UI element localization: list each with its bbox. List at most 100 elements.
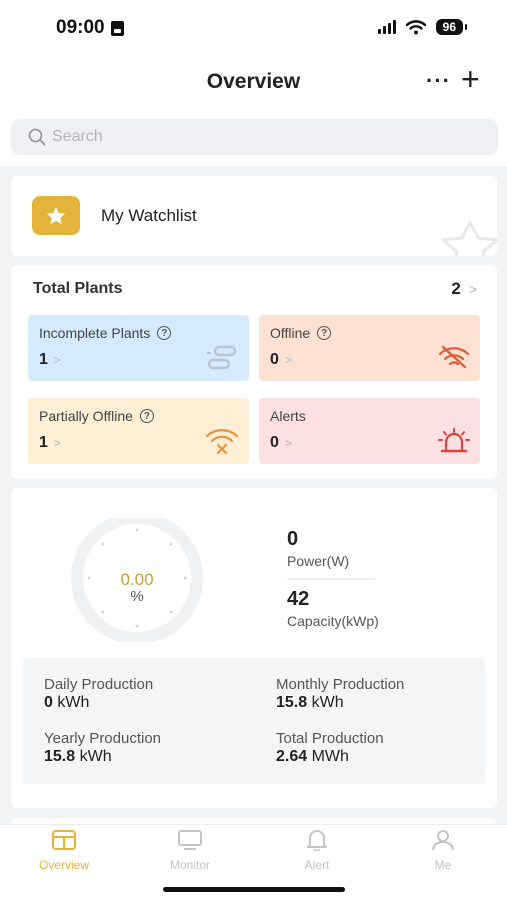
wifi-icon <box>405 19 426 34</box>
page-title: Overview <box>206 70 301 93</box>
yearly-production: Yearly Production 15.8 kWh <box>44 730 161 766</box>
status-indicators: 96 <box>377 19 468 35</box>
tile-value-wrap: 1 > <box>39 351 61 369</box>
chevron-right-icon: > <box>53 436 61 450</box>
yearly-production-unit: kWh <box>79 748 112 765</box>
alerts-value: 0 <box>270 434 279 451</box>
status-time: 09:00 <box>56 17 124 39</box>
sim-card-icon <box>110 20 124 36</box>
unlinked-chain-icon <box>207 345 237 370</box>
total-production: Total Production 2.64 MWh <box>276 730 384 766</box>
offline-label: Offline <box>270 325 311 341</box>
incomplete-plants-label: Incomplete Plants <box>39 325 151 341</box>
offline-tile[interactable]: Offline ? 0 > <box>259 315 480 381</box>
production-card: 0.00 % 0 Power(W) 42 Capacity(kWp) Daily… <box>11 488 497 808</box>
total-plants-card: Total Plants 2 > Incomplete Plants ? 1 >… <box>11 265 497 479</box>
incomplete-plants-value: 1 <box>39 351 48 368</box>
tab-overview[interactable]: Overview <box>24 829 104 872</box>
efficiency-gauge: 0.00 % <box>61 512 213 644</box>
yearly-production-value-wrap: 15.8 kWh <box>44 748 161 766</box>
monthly-production-value-wrap: 15.8 kWh <box>276 694 404 712</box>
incomplete-plants-tile[interactable]: Incomplete Plants ? 1 > <box>28 315 249 381</box>
total-production-value: 2.64 <box>276 748 308 765</box>
power-label: Power(W) <box>287 553 350 569</box>
chevron-right-icon: > <box>53 353 61 367</box>
alerts-label: Alerts <box>270 408 306 424</box>
metric-divider <box>287 578 375 580</box>
watchlist-badge <box>32 196 80 235</box>
capacity-metric: 42 Capacity(kWp) <box>287 588 379 629</box>
wifi-warning-icon <box>205 429 239 454</box>
tab-me[interactable]: Me <box>403 829 483 872</box>
search-icon <box>28 128 46 146</box>
watchlist-card[interactable]: My Watchlist <box>11 176 497 256</box>
monthly-production-label: Monthly Production <box>276 676 405 693</box>
partially-offline-label: Partially Offline <box>39 408 133 424</box>
power-metric: 0 Power(W) <box>287 528 349 569</box>
chevron-right-icon: > <box>468 281 477 297</box>
tab-alert-label: Alert <box>304 858 330 872</box>
battery-icon: 96 <box>435 19 468 35</box>
tile-value-wrap: 1 > <box>39 434 61 452</box>
monthly-production-unit: kWh <box>311 694 344 711</box>
help-icon[interactable]: ? <box>157 326 172 340</box>
partially-offline-tile[interactable]: Partially Offline ? 1 > <box>28 398 249 464</box>
daily-production-value-wrap: 0 kWh <box>44 694 153 712</box>
tile-value-wrap: 0 > <box>270 351 292 369</box>
chevron-right-icon: > <box>284 436 292 450</box>
tab-me-label: Me <box>434 858 452 872</box>
total-plants-value: 2 <box>451 279 461 298</box>
status-bar: 09:00 96 <box>0 0 507 58</box>
alerts-tile[interactable]: Alerts 0 > <box>259 398 480 464</box>
daily-production: Daily Production 0 kWh <box>44 676 153 712</box>
gauge-value: 0.00 <box>120 570 154 589</box>
tile-label-wrap: Incomplete Plants ? <box>39 325 172 341</box>
gauge-unit: % <box>130 588 144 605</box>
total-plants-title: Total Plants <box>33 280 123 297</box>
tab-overview-label: Overview <box>38 858 89 872</box>
watchlist-label: My Watchlist <box>101 206 197 225</box>
help-icon[interactable]: ? <box>139 409 154 423</box>
capacity-label: Capacity(kWp) <box>287 613 379 629</box>
total-production-unit: MWh <box>311 748 349 765</box>
capacity-value: 42 <box>287 588 310 610</box>
tab-monitor[interactable]: Monitor <box>150 829 230 872</box>
total-production-value-wrap: 2.64 MWh <box>276 748 384 766</box>
monitor-icon <box>178 830 202 850</box>
cellular-signal-icon <box>377 20 396 34</box>
tile-value-wrap: 0 > <box>270 434 292 452</box>
bell-icon <box>307 830 327 852</box>
partially-offline-value: 1 <box>39 434 48 451</box>
monthly-production-value: 15.8 <box>276 694 308 711</box>
chevron-right-icon: > <box>284 353 292 367</box>
search-bar[interactable] <box>11 119 498 155</box>
clock-text: 09:00 <box>56 17 105 38</box>
search-input[interactable] <box>52 128 452 146</box>
gauge-ring <box>71 512 203 644</box>
total-plants-count[interactable]: 2 > <box>451 279 477 299</box>
add-button[interactable]: + <box>461 61 480 97</box>
help-icon[interactable]: ? <box>317 326 332 340</box>
overview-icon <box>52 830 76 850</box>
more-button[interactable]: ··· <box>426 68 451 93</box>
tab-monitor-label: Monitor <box>169 858 210 872</box>
tile-label-wrap: Partially Offline ? <box>39 408 154 424</box>
daily-production-value: 0 <box>44 694 53 711</box>
home-indicator <box>163 887 345 892</box>
person-icon <box>432 830 454 851</box>
star-outline-icon <box>441 220 497 256</box>
offline-value: 0 <box>270 351 279 368</box>
star-icon <box>46 206 66 224</box>
daily-production-label: Daily Production <box>44 676 154 693</box>
production-summary: Daily Production 0 kWh Monthly Productio… <box>23 658 485 784</box>
alarm-siren-icon <box>438 428 470 453</box>
total-production-label: Total Production <box>276 730 384 747</box>
tab-alert[interactable]: Alert <box>277 829 357 872</box>
tile-label-wrap: Alerts <box>270 408 306 424</box>
tile-label-wrap: Offline ? <box>270 325 332 341</box>
monthly-production: Monthly Production 15.8 kWh <box>276 676 404 712</box>
daily-production-unit: kWh <box>57 694 90 711</box>
header: Overview ··· + <box>0 58 507 166</box>
wifi-off-icon <box>438 345 470 369</box>
yearly-production-label: Yearly Production <box>44 730 162 747</box>
